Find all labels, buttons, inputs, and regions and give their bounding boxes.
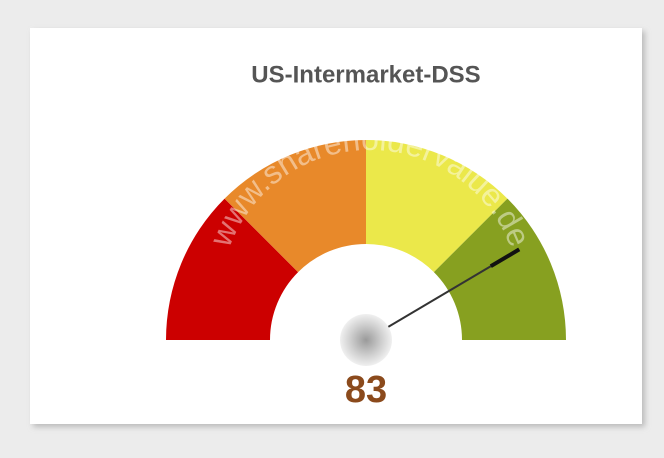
gauge-band: [433, 198, 566, 340]
gauge-band: [366, 140, 508, 273]
gauge: 83: [166, 140, 566, 411]
gauge-band: [224, 140, 366, 273]
chart-title: US-Intermarket-DSS: [251, 61, 480, 88]
needle-hub: [340, 314, 392, 366]
gauge-value: 83: [345, 369, 387, 411]
gauge-band: [166, 198, 299, 340]
needle-tip: [489, 247, 521, 268]
